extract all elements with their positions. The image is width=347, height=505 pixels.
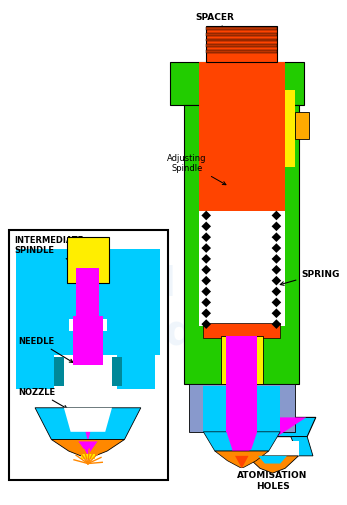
Polygon shape — [239, 418, 306, 440]
Bar — [112, 357, 121, 386]
Polygon shape — [226, 432, 257, 456]
Polygon shape — [78, 441, 98, 455]
Polygon shape — [51, 440, 125, 459]
Polygon shape — [247, 456, 298, 473]
Polygon shape — [232, 437, 254, 456]
Polygon shape — [73, 413, 103, 441]
Polygon shape — [272, 244, 281, 254]
Polygon shape — [201, 309, 211, 319]
Bar — [203, 386, 280, 432]
Text: Adjusting
Spindle: Adjusting Spindle — [167, 154, 226, 185]
Bar — [285, 91, 295, 168]
Polygon shape — [201, 298, 211, 308]
Polygon shape — [291, 437, 313, 456]
Polygon shape — [258, 456, 287, 464]
Bar — [206, 34, 277, 36]
Polygon shape — [201, 287, 211, 297]
Text: M
Did: M Did — [116, 262, 195, 352]
Bar — [206, 51, 277, 54]
Polygon shape — [272, 276, 281, 286]
Bar — [69, 320, 107, 331]
Polygon shape — [272, 309, 281, 319]
Polygon shape — [272, 233, 281, 242]
Bar — [206, 27, 277, 63]
Polygon shape — [272, 320, 281, 329]
Text: NOZZLE: NOZZLE — [19, 387, 67, 409]
Bar — [76, 269, 100, 336]
Polygon shape — [272, 266, 281, 275]
Text: NEEDLE: NEEDLE — [19, 336, 73, 363]
Polygon shape — [272, 255, 281, 264]
Bar — [254, 441, 298, 456]
Text: ATOMISATION
HOLES: ATOMISATION HOLES — [237, 470, 308, 489]
Polygon shape — [201, 255, 211, 264]
Polygon shape — [201, 266, 211, 275]
Bar — [226, 336, 257, 432]
Polygon shape — [201, 211, 211, 221]
Bar — [198, 63, 285, 211]
Bar — [54, 249, 121, 355]
Bar — [198, 211, 285, 326]
Bar — [295, 113, 309, 139]
Bar — [203, 324, 280, 338]
Polygon shape — [203, 432, 280, 451]
Bar — [54, 357, 64, 386]
Text: INTERMEDIATE
SPINDLE: INTERMEDIATE SPINDLE — [14, 235, 85, 274]
Polygon shape — [201, 233, 211, 242]
Bar — [170, 63, 304, 106]
Polygon shape — [272, 287, 281, 297]
Bar — [9, 230, 168, 480]
Bar — [184, 106, 299, 384]
Bar — [16, 249, 69, 355]
Bar — [206, 28, 277, 31]
Polygon shape — [201, 222, 211, 232]
Bar — [206, 39, 277, 42]
Text: SPRING: SPRING — [280, 269, 340, 286]
Text: SPACER: SPACER — [195, 13, 237, 47]
Polygon shape — [201, 276, 211, 286]
Polygon shape — [35, 408, 141, 440]
Polygon shape — [272, 211, 281, 221]
Polygon shape — [201, 244, 211, 254]
Bar — [81, 454, 95, 459]
Polygon shape — [272, 298, 281, 308]
Polygon shape — [229, 418, 316, 437]
Bar — [221, 336, 263, 384]
Polygon shape — [215, 451, 269, 468]
Bar — [73, 317, 103, 365]
Bar — [16, 355, 54, 389]
Polygon shape — [272, 222, 281, 232]
Bar — [206, 45, 277, 48]
Polygon shape — [201, 320, 211, 329]
Polygon shape — [80, 440, 96, 453]
Bar — [67, 237, 109, 283]
Polygon shape — [64, 408, 112, 432]
Bar — [189, 384, 295, 432]
Bar — [107, 249, 160, 355]
Bar — [117, 355, 155, 389]
Polygon shape — [235, 456, 248, 469]
